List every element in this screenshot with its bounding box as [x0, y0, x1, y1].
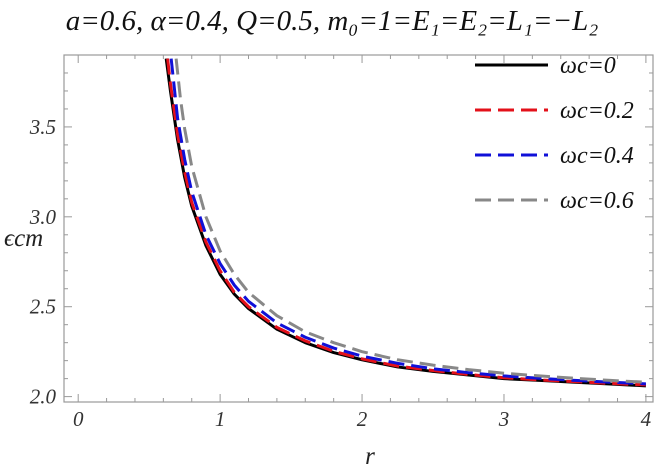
series-layer [164, 58, 646, 388]
plot-area-border [63, 54, 654, 403]
x-tick-label: 0 [73, 407, 84, 431]
legend-label-3: ωc=0.6 [560, 188, 634, 214]
x-tick-label: 2 [357, 407, 368, 431]
chart-title: a=0.6, α=0.4, Q=0.5, m₀=1=E₁=E₂=L₁=−L₂ [66, 5, 599, 37]
x-axis-label: r [365, 443, 375, 470]
x-tick-label: 1 [215, 407, 226, 431]
axis-ticks [64, 55, 653, 402]
y-tick-label: 3.0 [29, 205, 57, 229]
axis-tick-labels: 0 1 2 3 4 2.0 2.5 3.0 3.5 [29, 115, 652, 431]
y-tick-label: 3.5 [29, 115, 56, 139]
legend: ωc=0 ωc=0.2 ωc=0.4 ωc=0.6 [475, 53, 634, 214]
x-tick-label: 3 [498, 407, 510, 431]
series-line-1 [166, 58, 646, 387]
legend-label-2: ωc=0.4 [560, 143, 634, 169]
y-tick-label: 2.0 [30, 385, 57, 409]
legend-label-0: ωc=0 [560, 53, 616, 79]
y-axis-label: ϵcm [4, 225, 43, 252]
series-line-2 [169, 58, 646, 386]
y-tick-label: 2.5 [30, 295, 56, 319]
plot-frame [63, 54, 654, 403]
legend-label-1: ωc=0.2 [560, 98, 634, 124]
series-line-3 [174, 58, 646, 384]
x-tick-label: 4 [641, 407, 652, 431]
